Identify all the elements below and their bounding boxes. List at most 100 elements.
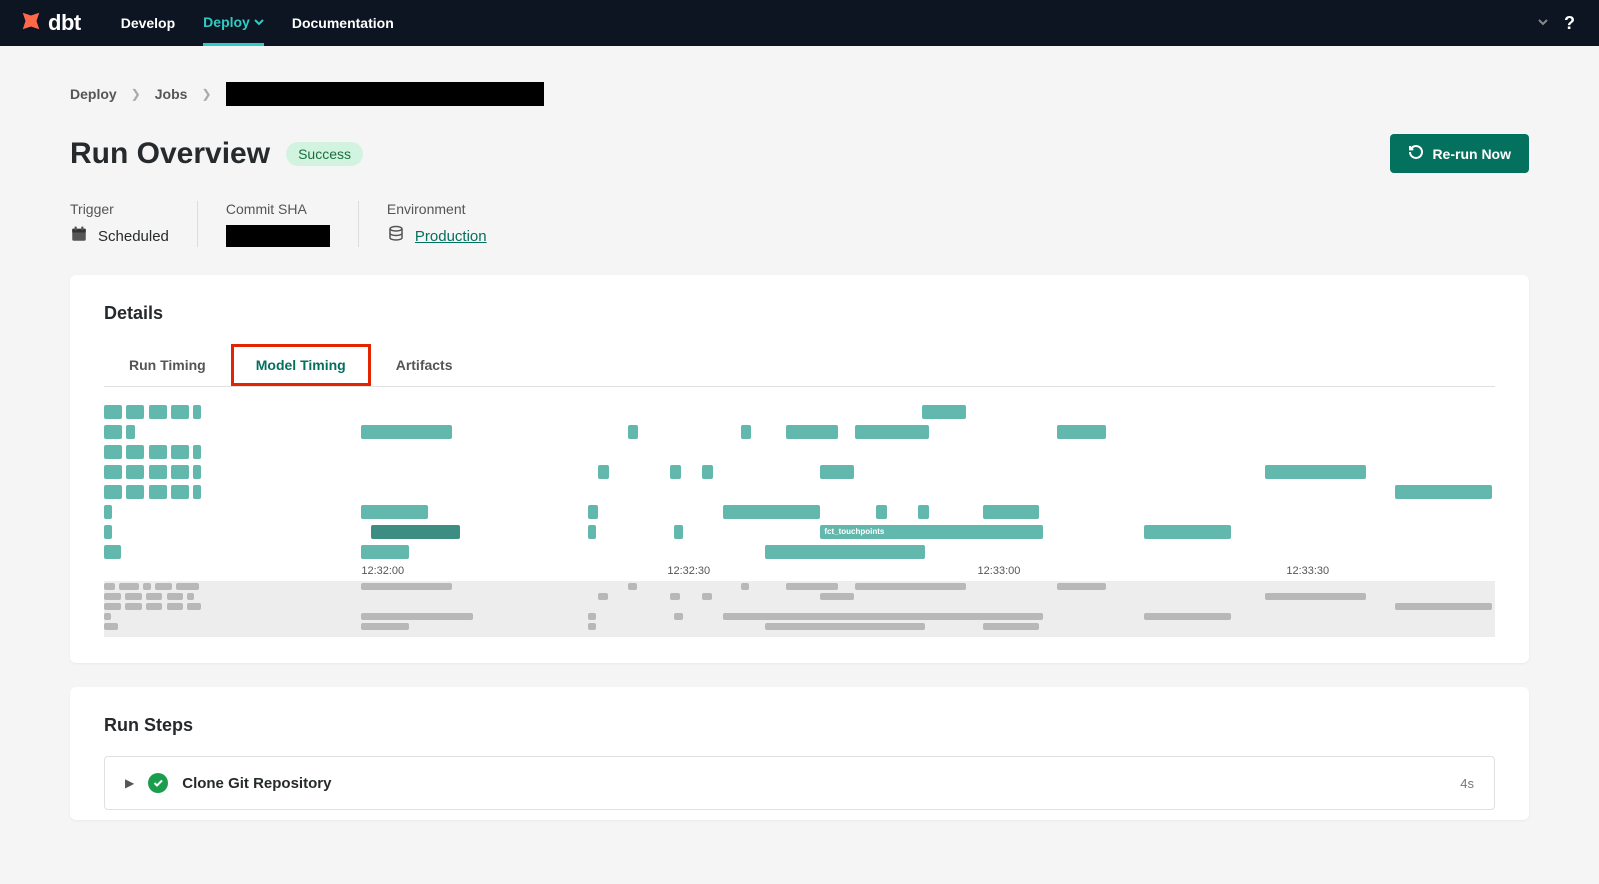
- help-icon[interactable]: ?: [1564, 13, 1575, 34]
- timing-bar[interactable]: [361, 425, 451, 439]
- timing-bar[interactable]: [193, 445, 201, 459]
- timing-bar[interactable]: [167, 603, 184, 610]
- nav-documentation[interactable]: Documentation: [292, 0, 394, 46]
- timing-bar[interactable]: [1265, 593, 1365, 600]
- timing-bar[interactable]: [674, 525, 682, 539]
- expand-caret-icon[interactable]: ▶: [125, 776, 134, 790]
- timing-bar[interactable]: [104, 485, 122, 499]
- timing-bar[interactable]: [674, 613, 682, 620]
- brand-logo[interactable]: dbt: [20, 10, 81, 37]
- breadcrumb-job-name-redacted[interactable]: [226, 82, 544, 106]
- timing-bar[interactable]: [670, 593, 680, 600]
- timing-bar[interactable]: [1395, 485, 1492, 499]
- timing-bar[interactable]: [869, 623, 879, 630]
- timing-bar[interactable]: [361, 583, 451, 590]
- timing-bar[interactable]: [371, 525, 460, 539]
- timing-bar[interactable]: [361, 505, 428, 519]
- timing-bar[interactable]: [1265, 465, 1365, 479]
- step-clone-git[interactable]: ▶ Clone Git Repository 4s: [104, 756, 1495, 810]
- timing-bar[interactable]: [104, 525, 112, 539]
- timing-bar[interactable]: fct_touchpoints: [820, 525, 1043, 539]
- timing-bar[interactable]: [146, 603, 163, 610]
- timing-bar[interactable]: [820, 465, 853, 479]
- tab-run-timing[interactable]: Run Timing: [104, 344, 231, 386]
- nav-deploy[interactable]: Deploy: [203, 0, 264, 46]
- timing-bar[interactable]: [125, 593, 142, 600]
- timing-bar[interactable]: [855, 583, 929, 590]
- timing-bar[interactable]: [588, 623, 596, 630]
- timing-bar[interactable]: [104, 613, 111, 620]
- timing-bar[interactable]: [155, 583, 172, 590]
- timing-bar[interactable]: [104, 603, 121, 610]
- tab-artifacts[interactable]: Artifacts: [371, 344, 478, 386]
- timing-bar[interactable]: [918, 505, 929, 519]
- timing-bar[interactable]: [983, 623, 1039, 630]
- timing-bar[interactable]: [104, 623, 118, 630]
- timing-bar[interactable]: [104, 505, 112, 519]
- timing-bar[interactable]: [361, 613, 472, 620]
- timing-bar[interactable]: [598, 465, 609, 479]
- account-menu-redacted[interactable]: [1322, 11, 1522, 35]
- timing-bar[interactable]: [598, 593, 608, 600]
- timing-bar[interactable]: [193, 405, 201, 419]
- timing-bar[interactable]: [104, 465, 122, 479]
- timing-bar[interactable]: [126, 485, 144, 499]
- timing-bar[interactable]: [628, 583, 636, 590]
- timing-bar[interactable]: [104, 425, 122, 439]
- timing-bar[interactable]: [171, 445, 189, 459]
- timing-bar[interactable]: [914, 623, 924, 630]
- timing-bar[interactable]: [1144, 525, 1230, 539]
- timing-bar[interactable]: [765, 623, 925, 630]
- timing-bar[interactable]: [922, 405, 967, 419]
- timing-bar[interactable]: [176, 583, 198, 590]
- timing-bar[interactable]: [193, 485, 201, 499]
- timing-bar[interactable]: [104, 583, 115, 590]
- timing-bar[interactable]: [983, 505, 1039, 519]
- timing-bar[interactable]: [670, 465, 681, 479]
- timing-bar[interactable]: [171, 485, 189, 499]
- account-chevron-icon[interactable]: [1538, 14, 1548, 32]
- timing-bar[interactable]: [741, 425, 751, 439]
- commit-sha-redacted[interactable]: [226, 225, 330, 247]
- timing-bar[interactable]: [702, 465, 713, 479]
- timing-bar[interactable]: [171, 465, 189, 479]
- timing-bar[interactable]: [588, 525, 596, 539]
- timing-bar[interactable]: [125, 603, 142, 610]
- timing-bar[interactable]: [922, 583, 967, 590]
- timing-bar[interactable]: [167, 593, 184, 600]
- timing-bar[interactable]: [126, 425, 134, 439]
- timing-bar[interactable]: [126, 405, 144, 419]
- rerun-button[interactable]: Re-run Now: [1390, 134, 1529, 173]
- timing-bar[interactable]: [193, 465, 201, 479]
- timing-bar[interactable]: [126, 465, 144, 479]
- timing-bar[interactable]: [149, 445, 167, 459]
- timing-bar[interactable]: [146, 593, 163, 600]
- timing-bar[interactable]: [855, 425, 929, 439]
- tab-model-timing[interactable]: Model Timing: [231, 344, 371, 386]
- breadcrumb-deploy[interactable]: Deploy: [70, 86, 117, 102]
- timing-bar[interactable]: [119, 583, 138, 590]
- timing-bar[interactable]: [126, 445, 144, 459]
- timing-bar[interactable]: [187, 593, 194, 600]
- timing-bar[interactable]: [723, 505, 820, 519]
- timing-bar[interactable]: [143, 583, 151, 590]
- timing-bar[interactable]: [171, 405, 189, 419]
- timing-bar[interactable]: [1144, 613, 1230, 620]
- timing-bar[interactable]: [741, 583, 749, 590]
- timing-bar[interactable]: [104, 545, 121, 559]
- timing-bar[interactable]: [187, 603, 201, 610]
- timing-bar[interactable]: [723, 613, 1043, 620]
- timing-bar[interactable]: [876, 505, 887, 519]
- timing-bar[interactable]: [786, 425, 839, 439]
- timing-bar[interactable]: [588, 505, 598, 519]
- timing-bar[interactable]: [149, 405, 167, 419]
- timing-bar[interactable]: [1395, 603, 1492, 610]
- timing-bar[interactable]: [1057, 425, 1106, 439]
- nav-develop[interactable]: Develop: [121, 0, 175, 46]
- timing-bar[interactable]: [1057, 583, 1106, 590]
- timing-bar[interactable]: [702, 593, 712, 600]
- timing-bar[interactable]: [588, 613, 596, 620]
- timing-bar[interactable]: [149, 465, 167, 479]
- timing-bar[interactable]: [361, 623, 408, 630]
- environment-link[interactable]: Production: [415, 228, 487, 245]
